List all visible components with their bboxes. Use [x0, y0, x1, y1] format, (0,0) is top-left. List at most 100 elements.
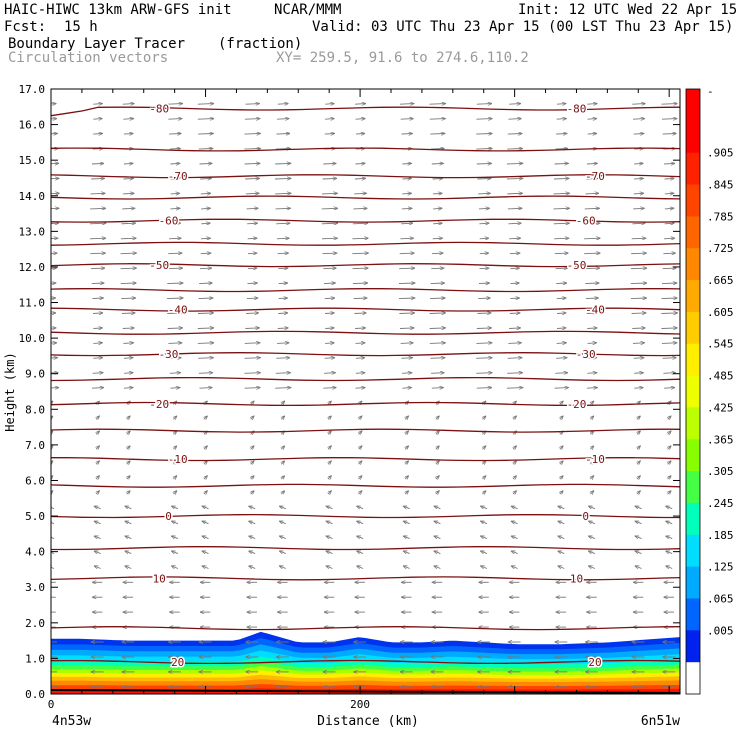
circulation-vector — [197, 343, 214, 344]
circulation-vector — [123, 134, 133, 135]
circulation-vector — [476, 119, 491, 120]
circulation-vector — [553, 178, 569, 179]
circulation-vector — [636, 506, 642, 508]
circulation-vector — [556, 104, 566, 105]
circulation-vector — [249, 551, 256, 553]
circulation-vector — [433, 223, 442, 224]
circulation-vector — [476, 328, 491, 329]
circulation-vector — [123, 119, 133, 120]
circulation-vector — [510, 268, 519, 269]
circulation-vector — [637, 476, 640, 479]
circulation-vector — [172, 566, 179, 568]
circulation-vector — [93, 358, 102, 359]
circulation-vector — [431, 253, 443, 254]
circulation-vector — [556, 298, 566, 299]
circulation-vector — [354, 104, 365, 105]
circulation-vector — [127, 476, 130, 479]
circulation-vector — [398, 298, 414, 299]
circulation-vector — [51, 431, 53, 434]
circulation-vector — [199, 268, 211, 269]
colorbar-swatch — [686, 89, 700, 122]
circulation-vector — [275, 373, 290, 374]
colorbar-swatch — [686, 502, 700, 536]
circulation-vector — [405, 476, 408, 479]
circulation-vector — [586, 313, 598, 314]
circulation-vector — [203, 536, 209, 538]
circulation-vector — [481, 521, 488, 523]
circulation-vector — [51, 223, 58, 224]
circulation-vector — [167, 298, 183, 299]
circulation-vector — [199, 163, 212, 164]
y-tick-label: 10.0 — [19, 332, 46, 345]
circulation-vector — [280, 551, 286, 553]
circulation-vector — [587, 328, 596, 329]
circulation-vector — [436, 476, 439, 479]
circulation-vector — [328, 461, 331, 464]
circulation-vector — [483, 476, 486, 479]
circulation-vector — [352, 268, 368, 269]
circulation-vector — [405, 431, 408, 434]
circulation-vector — [251, 401, 254, 404]
circulation-vector — [666, 506, 673, 508]
circulation-vector — [355, 119, 365, 120]
circulation-vector — [51, 566, 55, 568]
circulation-vector — [661, 328, 677, 329]
contour-label: -50 — [149, 259, 169, 272]
circulation-vector — [560, 491, 563, 494]
circulation-vector — [481, 551, 488, 553]
circulation-vector — [476, 104, 491, 105]
circulation-vector — [127, 416, 130, 419]
circulation-vector — [590, 491, 593, 494]
circulation-vector — [51, 521, 55, 523]
circulation-vector — [587, 373, 597, 374]
circulation-vector — [173, 461, 176, 464]
circulation-vector — [277, 119, 288, 120]
circulation-vector — [401, 358, 412, 359]
circulation-vector — [121, 313, 135, 314]
circulation-vector — [281, 476, 284, 479]
overlay-name: Circulation vectors — [8, 50, 169, 66]
colorbar-label: .905 — [707, 147, 734, 160]
colorbar-label: .245 — [707, 497, 734, 510]
circulation-vector — [173, 431, 176, 434]
forecast-label: Fcst: — [4, 19, 47, 35]
circulation-vector — [321, 208, 338, 209]
circulation-vector — [249, 521, 256, 523]
circulation-vector — [323, 283, 335, 284]
circulation-vector — [96, 431, 99, 434]
circulation-vector — [203, 521, 209, 523]
circulation-vector — [123, 163, 133, 164]
circulation-vector — [590, 446, 593, 449]
colorbar-swatch — [686, 343, 700, 377]
temperature-contour — [51, 483, 680, 488]
circulation-vector — [507, 373, 522, 374]
circulation-vector — [244, 388, 260, 389]
circulation-vector — [399, 313, 414, 314]
circulation-vector — [554, 388, 568, 389]
circulation-vector — [204, 446, 207, 449]
circulation-vector — [198, 358, 213, 359]
circulation-vector — [249, 566, 256, 568]
y-tick-label: 12.0 — [19, 261, 46, 274]
circulation-vector — [661, 313, 677, 314]
y-tick-label: 2.0 — [25, 617, 45, 630]
circulation-vector — [167, 328, 182, 329]
circulation-vector — [436, 431, 439, 434]
circulation-vector — [173, 476, 176, 479]
circulation-vector — [352, 253, 368, 254]
temperature-contour — [51, 513, 680, 519]
contour-label: -20 — [567, 398, 587, 411]
circulation-vector — [632, 104, 645, 105]
circulation-vector — [170, 178, 179, 179]
circulation-vector — [90, 208, 105, 209]
circulation-vector — [51, 416, 53, 419]
circulation-vector — [662, 134, 676, 135]
circulation-vector — [172, 521, 179, 523]
circulation-vector — [556, 119, 566, 120]
circulation-vector — [51, 551, 55, 553]
circulation-vector — [481, 536, 488, 538]
circulation-vector — [590, 461, 593, 464]
circulation-vector — [51, 193, 59, 194]
circulation-vector — [51, 178, 58, 179]
circulation-vector — [173, 416, 176, 419]
